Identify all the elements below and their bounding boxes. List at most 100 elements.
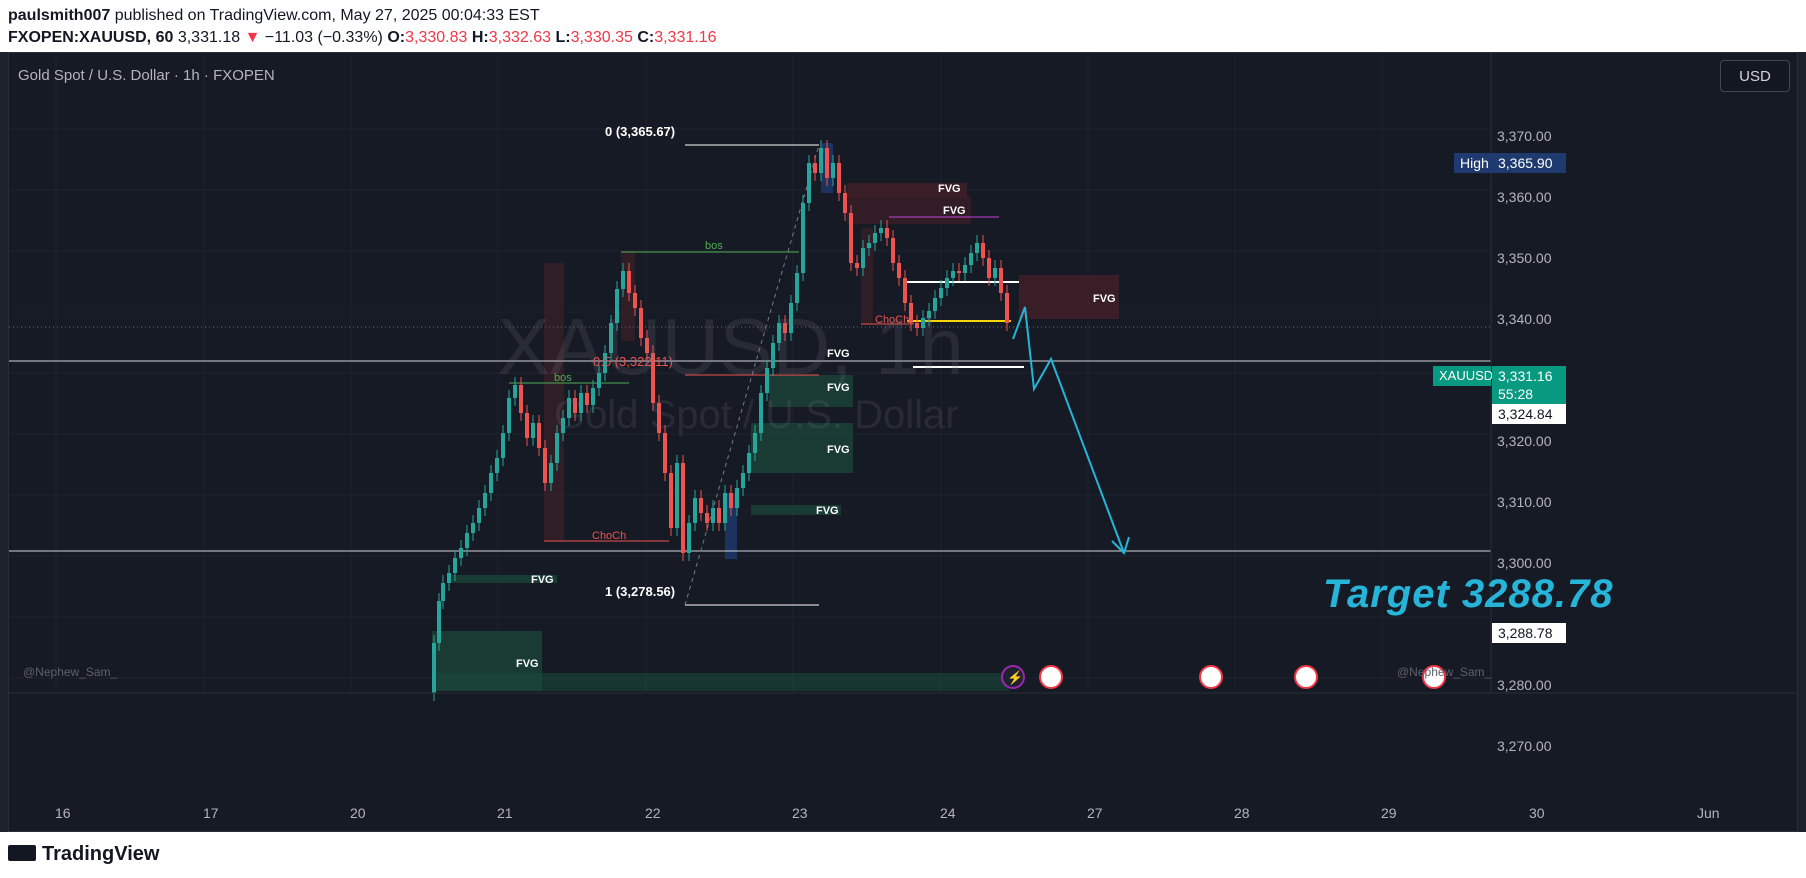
fvg-zone — [725, 493, 737, 559]
candle-body — [927, 311, 931, 318]
candle-body — [537, 423, 541, 448]
candle-body — [699, 498, 703, 513]
candle-body — [993, 268, 997, 278]
candle-body — [867, 243, 871, 248]
candle-body — [531, 423, 535, 438]
fvg-label: FVG — [516, 658, 539, 670]
candle-body — [483, 493, 487, 508]
level-upper-badge: 3,324.84 — [1492, 404, 1566, 424]
last-price: 3,331.18 — [177, 29, 241, 46]
time-tick: 30 — [1529, 805, 1545, 821]
candle-body — [555, 433, 559, 463]
candle-body — [765, 368, 769, 393]
candle-body — [471, 523, 475, 533]
author-name[interactable]: paulsmith007 — [8, 7, 111, 24]
candle-body — [939, 288, 943, 298]
projection-path — [1012, 306, 1125, 554]
fvg-label: FVG — [938, 183, 961, 195]
candle-body — [933, 298, 937, 311]
chart-pane[interactable]: 0 (3,365.67) 0.5 (3,322.11) 1 (3,278.56)… — [8, 52, 1798, 832]
price-tick: 3,270.00 — [1497, 738, 1552, 754]
lightning-icon-glyph: ⚡ — [1007, 670, 1023, 686]
candle-body — [801, 203, 805, 273]
bos-label: bos — [705, 240, 723, 252]
symbol-quote-line: FXOPEN:XAUUSD, 60 3,331.18 ▼ −11.03 (−0.… — [8, 29, 716, 47]
candle-body — [807, 163, 811, 203]
high-label: H: — [471, 29, 489, 46]
candle-body — [567, 398, 571, 418]
time-tick: 20 — [350, 805, 366, 821]
fvg-zones — [432, 143, 1119, 691]
time-tick: 23 — [792, 805, 808, 821]
fvg-zone — [447, 575, 557, 583]
candle-body — [453, 558, 457, 573]
candle-body — [897, 263, 901, 278]
fvg-zone — [437, 673, 1009, 691]
candle-body — [921, 318, 925, 328]
candle-body — [441, 583, 445, 601]
candle-body — [795, 273, 799, 303]
tradingview-logo-icon — [8, 845, 36, 861]
price-tick: 3,320.00 — [1497, 433, 1552, 449]
candle-body — [579, 393, 583, 413]
time-tick: 21 — [497, 805, 513, 821]
candle-body — [975, 243, 979, 253]
candlestick-chart[interactable]: 0 (3,365.67) 0.5 (3,322.11) 1 (3,278.56)… — [9, 53, 1798, 832]
price-change: −11.03 (−0.33%) — [264, 29, 383, 46]
candle-body — [705, 513, 709, 523]
candle-body — [843, 193, 847, 213]
symbol-badge: XAUUSD — [1433, 366, 1493, 386]
us-flag-icon — [1199, 665, 1223, 689]
bos-label: bos — [554, 372, 572, 384]
candle-body — [603, 353, 607, 373]
event-icons[interactable]: ⚡ — [1001, 665, 1446, 689]
publication-line: paulsmith007 published on TradingView.co… — [8, 7, 540, 25]
choch-label: ChoCh — [592, 530, 626, 542]
lightning-icon — [1001, 665, 1025, 689]
candle-body — [633, 293, 637, 308]
candle-body — [687, 523, 691, 553]
candle-body — [477, 508, 481, 523]
candle-body — [561, 418, 565, 433]
currency-button[interactable]: USD — [1720, 60, 1790, 92]
level-target-badge: 3,288.78 — [1492, 623, 1566, 643]
target-annotation: Target 3288.78 — [1323, 572, 1614, 616]
fvg-label: FVG — [827, 348, 850, 360]
watermark-symbol: XAUUSD, 1h — [497, 302, 964, 391]
fvg-zone — [769, 375, 853, 407]
time-tick: 27 — [1087, 805, 1103, 821]
fib-bottom-label: 1 (3,278.56) — [605, 584, 675, 599]
candle-body — [759, 393, 763, 433]
chart-legend-title[interactable]: Gold Spot / U.S. Dollar · 1h · FXOPEN — [18, 67, 275, 84]
price-tick: 3,300.00 — [1497, 555, 1552, 571]
candle-body — [729, 493, 733, 508]
fvg-zone — [847, 183, 967, 197]
tradingview-logo[interactable]: TradingView — [8, 843, 159, 866]
candle-body — [747, 453, 751, 473]
candle-body — [651, 353, 655, 403]
candle-body — [831, 163, 835, 178]
candle-body — [969, 253, 973, 265]
candle-body — [873, 233, 877, 243]
candle-body — [585, 393, 589, 405]
time-tick: 24 — [940, 805, 956, 821]
attribution-right: @Nephew_Sam_ — [1397, 665, 1492, 679]
candle-body — [597, 373, 601, 388]
candle-body — [1005, 293, 1009, 323]
high-value: 3,332.63 — [488, 29, 552, 46]
candle-body — [987, 258, 991, 278]
candle-body — [963, 265, 967, 273]
candle-body — [735, 488, 739, 508]
price-tick: 3,350.00 — [1497, 250, 1552, 266]
candle-body — [861, 248, 865, 268]
candle-body — [915, 323, 919, 328]
candle-body — [909, 303, 913, 323]
symbol-label: FXOPEN:XAUUSD, 60 — [8, 29, 174, 46]
close-value: 3,331.16 — [654, 29, 717, 46]
candle-body — [777, 323, 781, 343]
attribution-left: @Nephew_Sam_ — [23, 665, 118, 679]
us-flag-icon — [1422, 665, 1446, 689]
candle-body — [891, 238, 895, 263]
candle-body — [711, 508, 715, 523]
candle-body — [657, 403, 661, 433]
